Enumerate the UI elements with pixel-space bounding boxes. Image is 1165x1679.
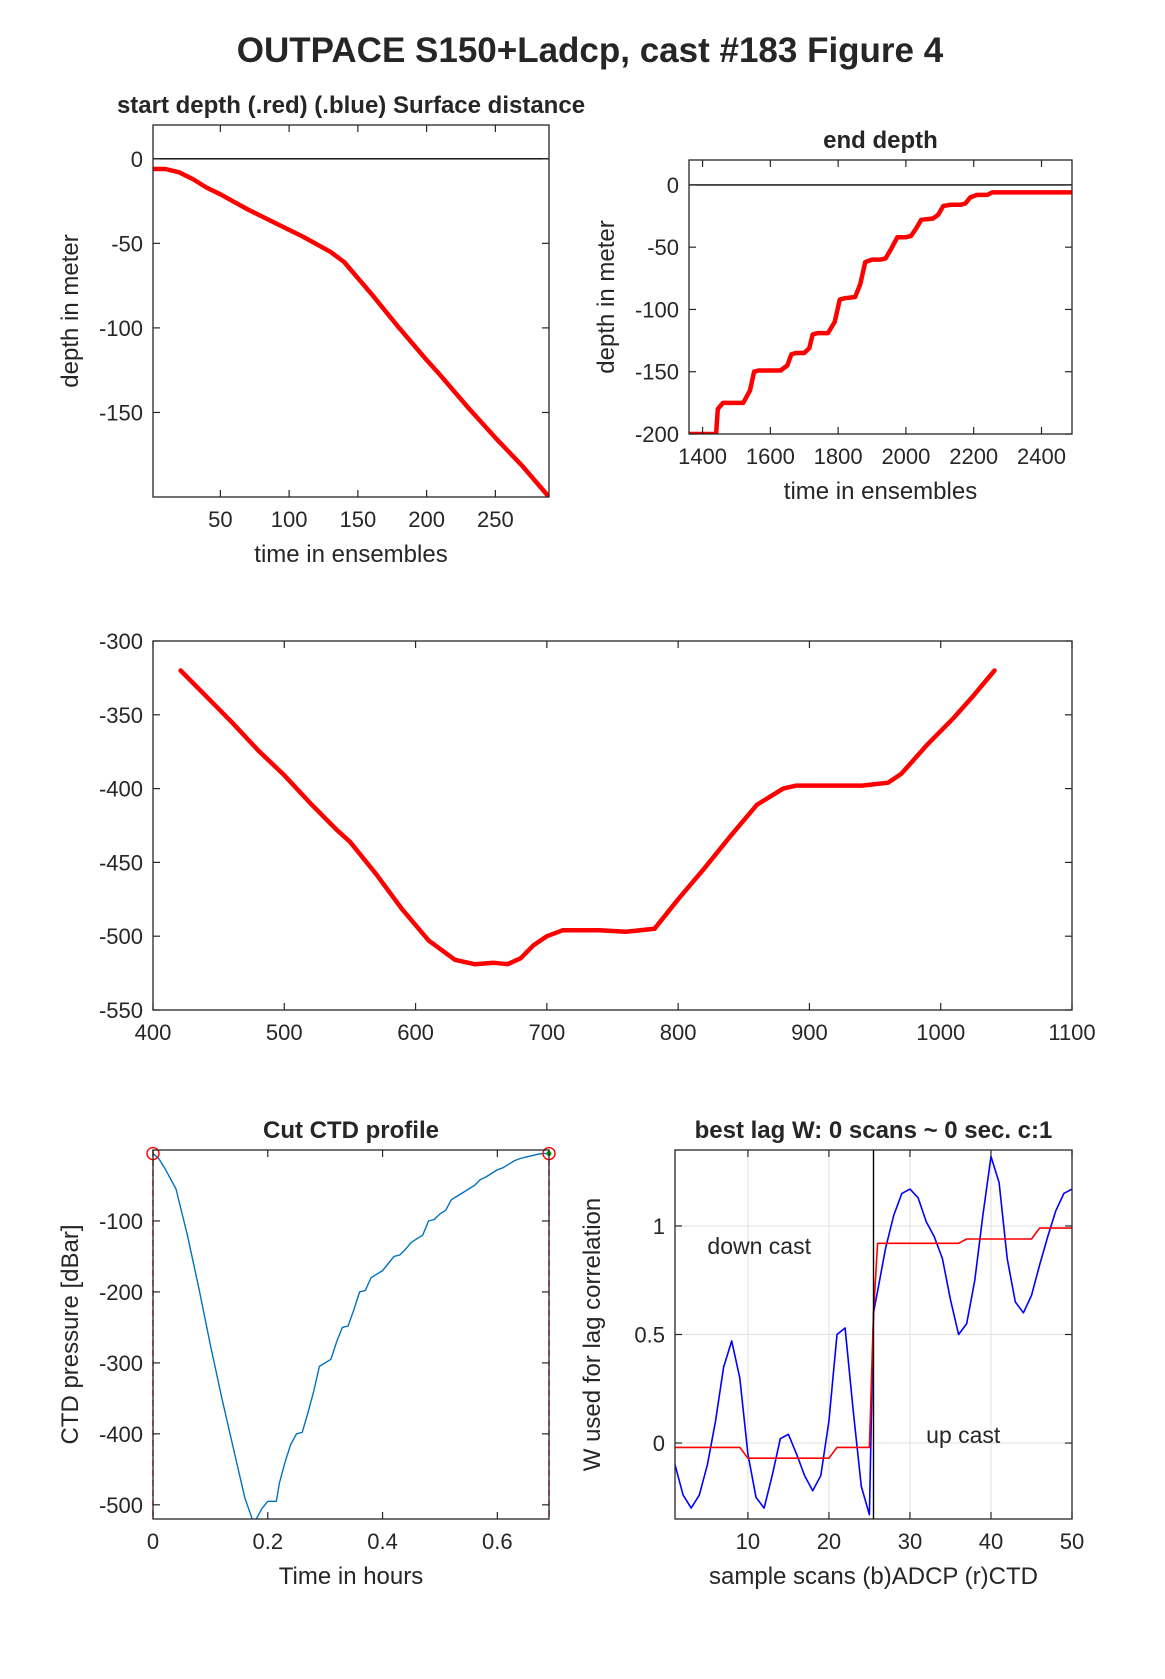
x-tick-label: 200 bbox=[408, 507, 445, 532]
x-tick-label: 600 bbox=[397, 1020, 434, 1045]
x-tick-label: 900 bbox=[791, 1020, 828, 1045]
y-tick-label: -150 bbox=[635, 360, 679, 385]
plot-area bbox=[153, 641, 1072, 1010]
chart-title: Cut CTD profile bbox=[263, 1117, 439, 1144]
x-tick-label: 1000 bbox=[916, 1020, 965, 1045]
chart-cut_ctd: 0 0.2 0.4 0.6 -100 -200 -300 -400 -500 Cut CTD pr… bbox=[57, 1117, 556, 1590]
x-axis-label: time in ensembles bbox=[254, 541, 447, 568]
y-tick-label: -500 bbox=[99, 924, 143, 949]
y-axis-label: depth in meter bbox=[57, 234, 84, 387]
y-tick-label: -50 bbox=[647, 235, 679, 260]
axes-frame bbox=[152, 1149, 550, 1520]
x-tick-label: 1800 bbox=[814, 444, 863, 469]
x-tick-label: 30 bbox=[898, 1529, 922, 1554]
chart-depth_track: 400 500 600 700 800 900 1000 1100 -300 -350 -400 -4… bbox=[99, 629, 1096, 1045]
y-tick-label: -300 bbox=[99, 1351, 143, 1376]
x-tick-label: 400 bbox=[135, 1020, 172, 1045]
x-tick-label: 1100 bbox=[1048, 1020, 1095, 1045]
figure-title: OUTPACE S150+Ladcp, cast #183 Figure 4 bbox=[237, 31, 944, 70]
x-tick-label: 100 bbox=[271, 507, 308, 532]
series-line-matlab_blue bbox=[153, 1152, 549, 1519]
x-tick-label: 0.4 bbox=[367, 1529, 398, 1554]
y-tick-label: 0 bbox=[667, 173, 679, 198]
y-tick-label: -550 bbox=[99, 998, 143, 1023]
annotation-label: up cast bbox=[926, 1422, 1001, 1448]
y-axis-label: W used for lag correlation bbox=[579, 1198, 606, 1471]
plot-area bbox=[153, 125, 549, 497]
x-axis-label: sample scans (b)ADCP (r)CTD bbox=[709, 1563, 1038, 1590]
y-tick-label: 0.5 bbox=[634, 1323, 665, 1348]
y-axis-label: CTD pressure [dBar] bbox=[57, 1224, 84, 1444]
x-tick-label: 800 bbox=[660, 1020, 697, 1045]
y-tick-label: -100 bbox=[99, 1209, 143, 1234]
y-tick-label: -50 bbox=[111, 231, 143, 256]
chart-title: best lag W: 0 scans ~ 0 sec. c:1 bbox=[695, 1117, 1053, 1144]
plot-area bbox=[689, 160, 1072, 434]
y-tick-label: -150 bbox=[99, 400, 143, 425]
x-tick-label: 50 bbox=[208, 507, 232, 532]
y-tick-label: -400 bbox=[99, 777, 143, 802]
series-line-red bbox=[178, 668, 997, 967]
y-tick-label: -300 bbox=[99, 629, 143, 654]
annotation-label: down cast bbox=[707, 1233, 811, 1259]
x-tick-label: 10 bbox=[736, 1529, 760, 1554]
y-tick-label: -500 bbox=[99, 1493, 143, 1518]
axes-frame bbox=[152, 124, 550, 498]
y-tick-label: -400 bbox=[99, 1422, 143, 1447]
x-axis-label: Time in hours bbox=[279, 1563, 424, 1590]
x-tick-label: 0.2 bbox=[252, 1529, 283, 1554]
x-tick-label: 20 bbox=[817, 1529, 841, 1554]
x-tick-label: 50 bbox=[1060, 1529, 1084, 1554]
x-tick-label: 1400 bbox=[678, 444, 727, 469]
y-axis-label: depth in meter bbox=[593, 220, 620, 373]
y-tick-label: 0 bbox=[131, 147, 143, 172]
y-tick-label: -200 bbox=[99, 1280, 143, 1305]
y-tick-label: -100 bbox=[635, 297, 679, 322]
x-tick-label: 2400 bbox=[1017, 444, 1066, 469]
axes-frame bbox=[688, 159, 1073, 435]
x-tick-label: 2200 bbox=[949, 444, 998, 469]
x-tick-label: 40 bbox=[979, 1529, 1003, 1554]
x-tick-label: 700 bbox=[528, 1020, 565, 1045]
chart-lag: down cast up cast 10 20 30 40 50 0 0.5 1 best lag … bbox=[579, 1117, 1084, 1590]
chart-end_depth: 1400 1600 1800 2000 2200 2400 0 -50 -100 -150 -200… bbox=[593, 127, 1073, 505]
y-tick-label: -450 bbox=[99, 850, 143, 875]
x-axis-label: time in ensembles bbox=[784, 478, 977, 505]
y-tick-label: 0 bbox=[653, 1431, 665, 1456]
axes-frame bbox=[152, 640, 1073, 1011]
chart-title: start depth (.red) (.blue) Surface dista… bbox=[117, 92, 585, 119]
x-tick-label: 150 bbox=[340, 507, 377, 532]
x-tick-label: 2000 bbox=[881, 444, 930, 469]
chart-title: end depth bbox=[823, 127, 938, 154]
x-tick-label: 0 bbox=[147, 1529, 159, 1554]
y-tick-label: -100 bbox=[99, 316, 143, 341]
y-tick-label: -350 bbox=[99, 703, 143, 728]
x-tick-label: 250 bbox=[477, 507, 514, 532]
series-line-red bbox=[153, 166, 549, 497]
series-line-red bbox=[689, 190, 1072, 434]
x-tick-label: 500 bbox=[266, 1020, 303, 1045]
x-tick-label: 0.6 bbox=[482, 1529, 513, 1554]
x-tick-label: 1600 bbox=[746, 444, 795, 469]
y-tick-label: 1 bbox=[653, 1214, 665, 1239]
plot-area bbox=[153, 1150, 549, 1519]
chart-start_depth: 50 100 150 200 250 0 -50 -100 -150 start depth (.… bbox=[57, 92, 585, 568]
y-tick-label: -200 bbox=[635, 422, 679, 447]
